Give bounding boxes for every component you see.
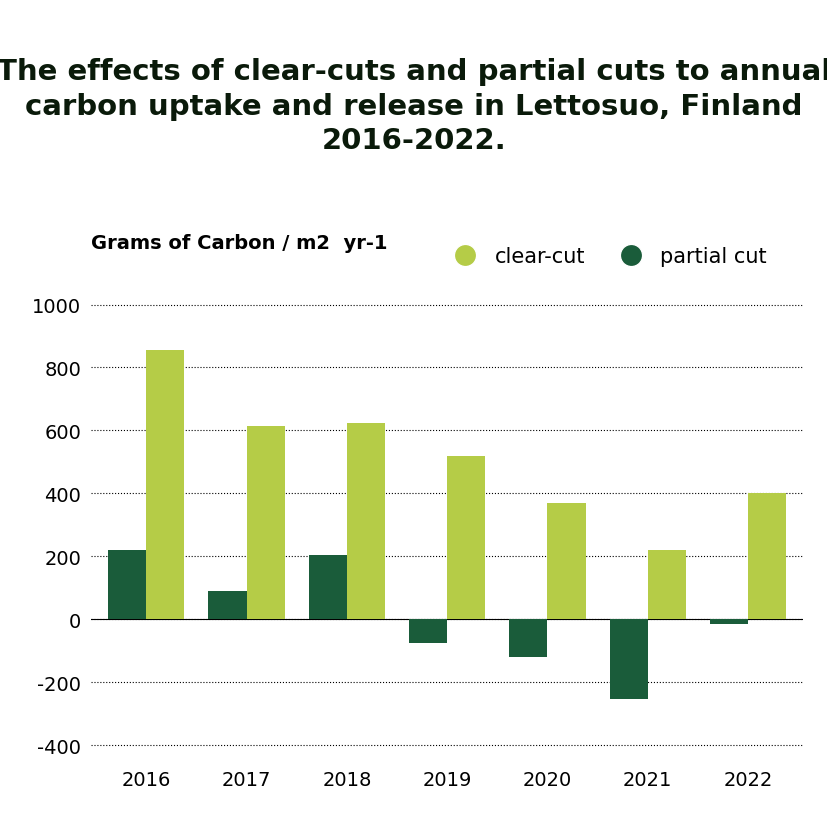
Bar <box>246 426 284 619</box>
Legend: clear-cut, partial cut: clear-cut, partial cut <box>436 238 774 275</box>
Bar <box>647 550 685 619</box>
Bar <box>347 423 385 619</box>
Text: The effects of clear-cuts and partial cuts to annual
carbon uptake and release i: The effects of clear-cuts and partial cu… <box>0 58 827 155</box>
Text: Grams of Carbon / m2  yr-1: Grams of Carbon / m2 yr-1 <box>91 233 387 252</box>
Bar <box>308 555 347 619</box>
Bar <box>108 550 146 619</box>
Bar <box>208 591 246 619</box>
Bar <box>409 619 447 643</box>
Bar <box>447 456 485 619</box>
Bar <box>509 619 547 657</box>
Bar <box>709 619 747 624</box>
Bar <box>547 503 585 619</box>
Bar <box>747 494 785 619</box>
Bar <box>146 351 184 619</box>
Bar <box>609 619 647 700</box>
